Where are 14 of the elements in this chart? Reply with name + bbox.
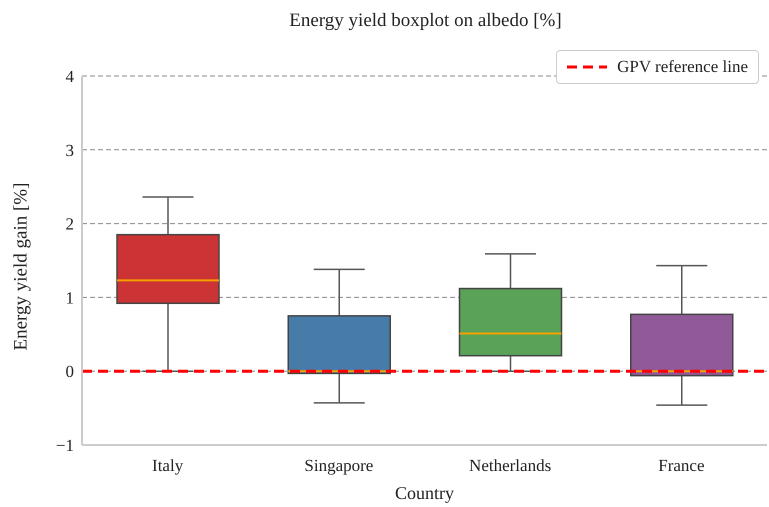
chart-title: Energy yield boxplot on albedo [%] xyxy=(288,10,563,32)
y-tick-label: −1 xyxy=(56,436,74,456)
y-tick-label: 3 xyxy=(66,140,74,160)
x-axis-title: Country xyxy=(394,483,454,503)
x-tick-label: France xyxy=(658,456,705,476)
legend-label: GPV reference line xyxy=(617,57,748,77)
x-tick-label: Netherlands xyxy=(469,456,552,476)
y-tick-label: 4 xyxy=(66,67,74,86)
y-tick-label: 0 xyxy=(66,362,74,382)
y-tick-label: 2 xyxy=(66,214,74,234)
x-tick-label: Italy xyxy=(152,456,184,476)
x-tick-label: Singapore xyxy=(304,456,374,476)
y-axis-title: Energy yield gain [%] xyxy=(10,182,32,350)
y-tick-label: 1 xyxy=(66,288,74,308)
